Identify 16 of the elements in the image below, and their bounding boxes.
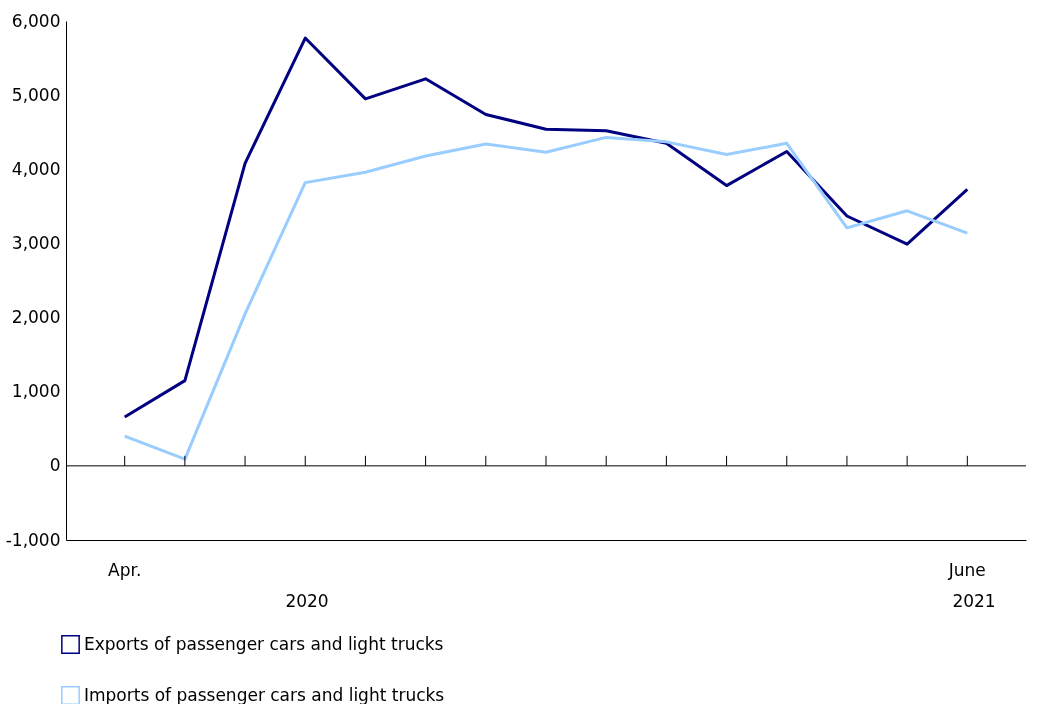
- legend-label: Exports of passenger cars and light trucks: [84, 633, 444, 654]
- y-tick-label: 3,000: [11, 232, 61, 253]
- text: 2020: [285, 591, 329, 611]
- x-tick-label: June: [947, 559, 986, 580]
- y-tick-label: -1,000: [5, 529, 61, 550]
- y-tick-label: 0: [49, 455, 61, 476]
- line-series: [123, 36, 969, 419]
- x-tick-label: Apr.: [108, 559, 142, 580]
- y-tick-label: 2,000: [11, 307, 61, 328]
- text: 2021: [952, 591, 996, 611]
- y-tick-label: 6,000: [11, 10, 61, 31]
- legend-label: Imports of passenger cars and light trucks: [84, 684, 445, 704]
- y-tick-label: 5,000: [11, 84, 61, 105]
- line-series: [123, 135, 969, 461]
- y-tick-label: 1,000: [11, 381, 61, 402]
- y-tick-label: 4,000: [11, 158, 61, 179]
